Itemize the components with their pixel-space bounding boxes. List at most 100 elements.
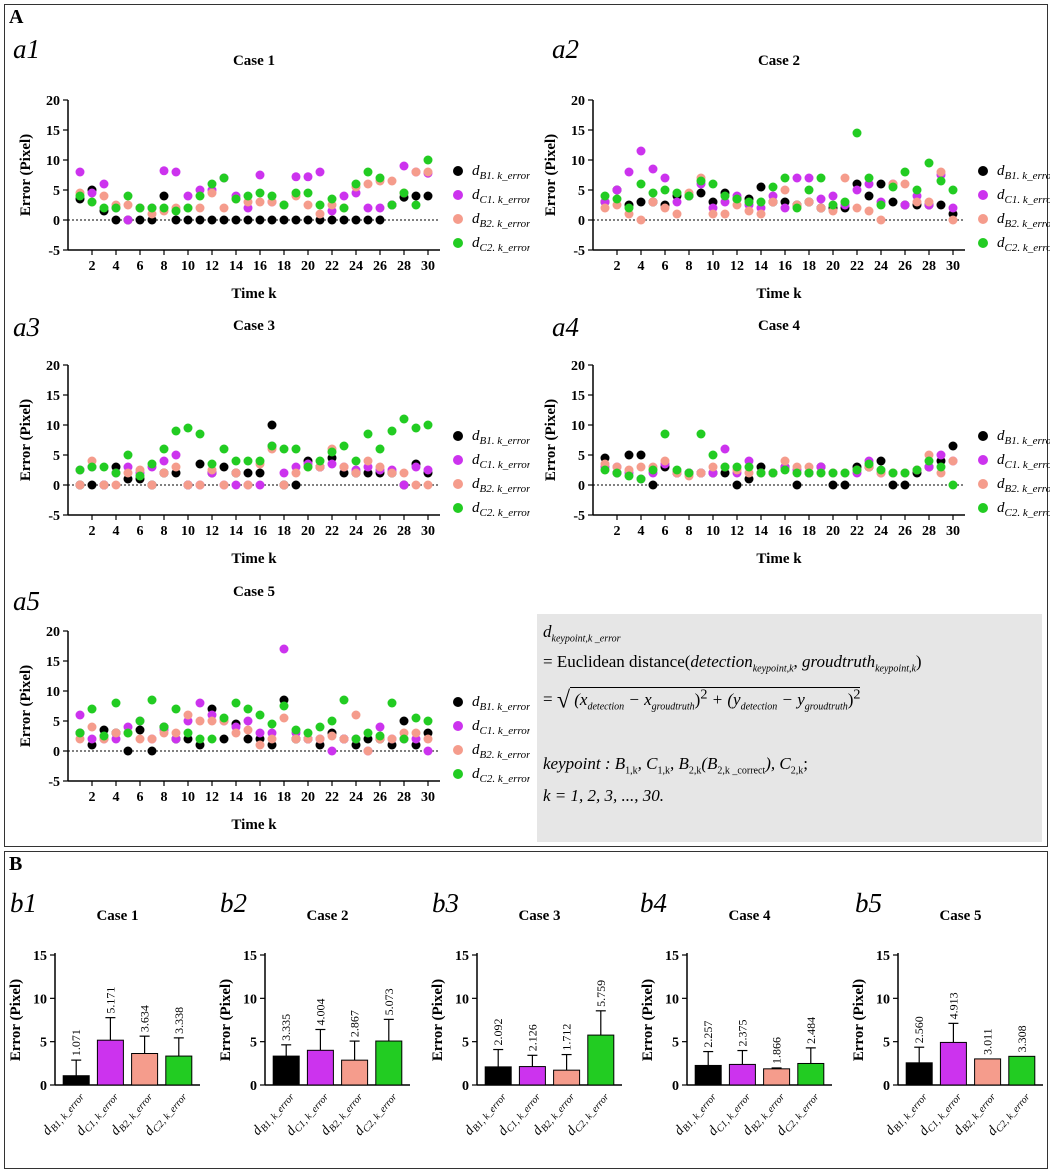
data-point-C2 — [876, 465, 886, 475]
bar-C2 — [587, 1034, 615, 1086]
data-point-C2 — [399, 188, 409, 198]
data-point-B1 — [411, 191, 421, 201]
data-point-C1 — [87, 734, 97, 744]
data-point-B2 — [363, 179, 373, 189]
y-tick-label: 5 — [53, 184, 60, 199]
data-point-B1 — [291, 215, 301, 225]
data-point-C2 — [852, 128, 862, 138]
data-point-C2 — [375, 444, 385, 454]
data-point-B2 — [231, 728, 241, 738]
panel-a-frame — [4, 4, 1048, 847]
panel-b-frame — [4, 851, 1048, 1169]
data-point-B1 — [219, 734, 229, 744]
data-point-C1 — [423, 465, 433, 475]
data-point-C2 — [87, 704, 97, 714]
data-point-C2 — [876, 200, 886, 210]
data-point-B2 — [147, 480, 157, 490]
y-tick-label: 0 — [578, 214, 585, 229]
sublabel-a5: a5 — [13, 586, 40, 616]
x-tick-label: 14 — [229, 524, 243, 539]
bar-B2 — [341, 1059, 369, 1086]
data-point-C1 — [648, 164, 658, 174]
legend-marker-B1 — [978, 431, 988, 441]
data-label-B2: 2.867 — [348, 1010, 362, 1037]
data-point-C2 — [339, 695, 349, 705]
data-point-B2 — [135, 734, 145, 744]
data-point-C2 — [111, 203, 121, 213]
data-point-B2 — [936, 167, 946, 177]
data-point-B1 — [267, 215, 277, 225]
data-point-C1 — [291, 172, 301, 182]
data-point-C2 — [840, 468, 850, 478]
data-point-C2 — [207, 179, 217, 189]
data-label-B2: 1.866 — [770, 1037, 784, 1064]
bar-B1 — [694, 1064, 722, 1086]
y-tick-label: 10 — [33, 992, 47, 1007]
data-point-B2 — [111, 728, 121, 738]
data-point-B1 — [87, 480, 97, 490]
data-point-C2 — [828, 468, 838, 478]
data-point-B2 — [195, 203, 205, 213]
data-point-C2 — [600, 191, 610, 201]
data-point-C2 — [912, 185, 922, 195]
data-point-C2 — [399, 414, 409, 424]
data-point-C2 — [183, 203, 193, 213]
x-tick-label: 4 — [638, 524, 645, 539]
data-point-C2 — [255, 188, 265, 198]
data-point-C1 — [339, 191, 349, 201]
data-point-B2 — [231, 468, 241, 478]
y-tick-label: 5 — [53, 715, 60, 730]
data-point-C2 — [624, 471, 634, 481]
data-point-B2 — [768, 197, 778, 207]
legend-label-B1: dB1. k_error — [997, 163, 1050, 182]
y-axis-label: Error (Pixel) — [640, 979, 656, 1061]
data-point-C2 — [171, 704, 181, 714]
data-point-C1 — [375, 203, 385, 213]
data-point-C2 — [231, 456, 241, 466]
data-point-C2 — [87, 197, 97, 207]
data-point-B1 — [876, 179, 886, 189]
data-point-C1 — [720, 444, 730, 454]
y-tick-label: -5 — [573, 244, 585, 259]
data-point-C2 — [351, 179, 361, 189]
data-point-C2 — [87, 462, 97, 472]
data-point-B2 — [183, 710, 193, 720]
data-point-C2 — [756, 468, 766, 478]
data-point-B2 — [912, 197, 922, 207]
data-point-C1 — [828, 191, 838, 201]
y-tick-label: 0 — [53, 479, 60, 494]
x-tick-label: 20 — [826, 259, 840, 274]
x-tick-label: 20 — [301, 524, 315, 539]
x-axis-label: Time k — [756, 551, 802, 567]
data-label-C1: 4.913 — [946, 992, 960, 1019]
data-point-C2 — [99, 462, 109, 472]
sublabel-b2: b2 — [220, 888, 247, 918]
data-point-C1 — [900, 200, 910, 210]
x-tick-label: 6 — [662, 259, 669, 274]
data-point-C2 — [99, 731, 109, 741]
data-point-C2 — [279, 701, 289, 711]
bar-C1 — [728, 1063, 756, 1086]
data-point-C2 — [948, 185, 958, 195]
data-label-B1: 2.257 — [701, 1021, 715, 1048]
legend-label-C1: dC1. k_error — [997, 452, 1050, 471]
data-label-B1: 3.335 — [279, 1014, 293, 1041]
y-tick-label: 10 — [46, 419, 60, 434]
data-point-B2 — [99, 191, 109, 201]
y-axis-label: Error (Pixel) — [543, 399, 559, 481]
x-tick-label: 30 — [946, 259, 960, 274]
y-tick-label: 10 — [665, 992, 679, 1007]
bar-C2 — [165, 1055, 193, 1086]
sublabel-a3: a3 — [13, 312, 40, 342]
y-tick-label: 0 — [578, 479, 585, 494]
data-point-C1 — [195, 698, 205, 708]
y-tick-label: 15 — [571, 124, 585, 139]
data-point-C2 — [147, 459, 157, 469]
data-point-C2 — [267, 441, 277, 451]
legend-marker-C2 — [453, 238, 463, 248]
data-point-B2 — [840, 173, 850, 183]
y-tick-label: 20 — [46, 625, 60, 640]
data-point-B2 — [195, 716, 205, 726]
data-point-B2 — [279, 713, 289, 723]
